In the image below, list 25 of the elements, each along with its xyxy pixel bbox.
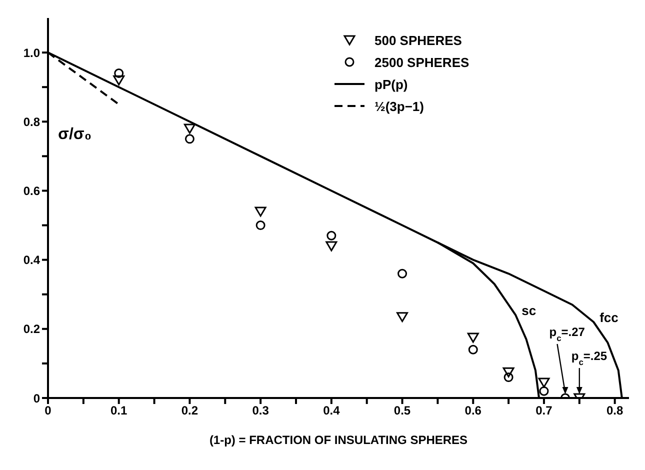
y-tick-label: 0.4 <box>23 253 40 268</box>
y-tick-label: 0.2 <box>23 322 40 336</box>
x-tick-label: 0 <box>44 404 52 418</box>
x-tick-label: 0.4 <box>323 404 340 418</box>
y-tick-label: 0.8 <box>23 114 40 129</box>
x-axis-title: (1-p) = FRACTION OF INSULATING SPHERES <box>209 433 468 447</box>
annotation: p$_{c}$=.25 <box>571 349 608 367</box>
legend-label: 500 SPHERES <box>374 33 462 48</box>
x-tick-label: 0.5 <box>394 404 411 418</box>
legend-label: ½(3p−1) <box>374 99 424 114</box>
x-tick-label: 0.1 <box>110 404 128 418</box>
annotation: p$_{c}$=.27 <box>549 325 586 343</box>
x-tick-label: 0.2 <box>181 404 198 418</box>
y-axis-title: σ/σ₀ <box>58 126 92 143</box>
x-tick-label: 0.7 <box>536 404 553 418</box>
y-tick-label: 1.0 <box>23 46 40 60</box>
x-tick-label: 0.3 <box>252 404 270 418</box>
y-tick-label: 0 <box>33 391 40 406</box>
annotation: fcc <box>600 310 618 325</box>
x-tick-label: 0.8 <box>606 404 624 418</box>
y-tick-label: 0.6 <box>23 184 40 198</box>
legend-label: pP(p) <box>374 77 408 92</box>
annotation: sc <box>522 303 536 318</box>
x-tick-label: 0.6 <box>464 404 482 418</box>
legend-label: 2500 SPHERES <box>374 55 470 70</box>
